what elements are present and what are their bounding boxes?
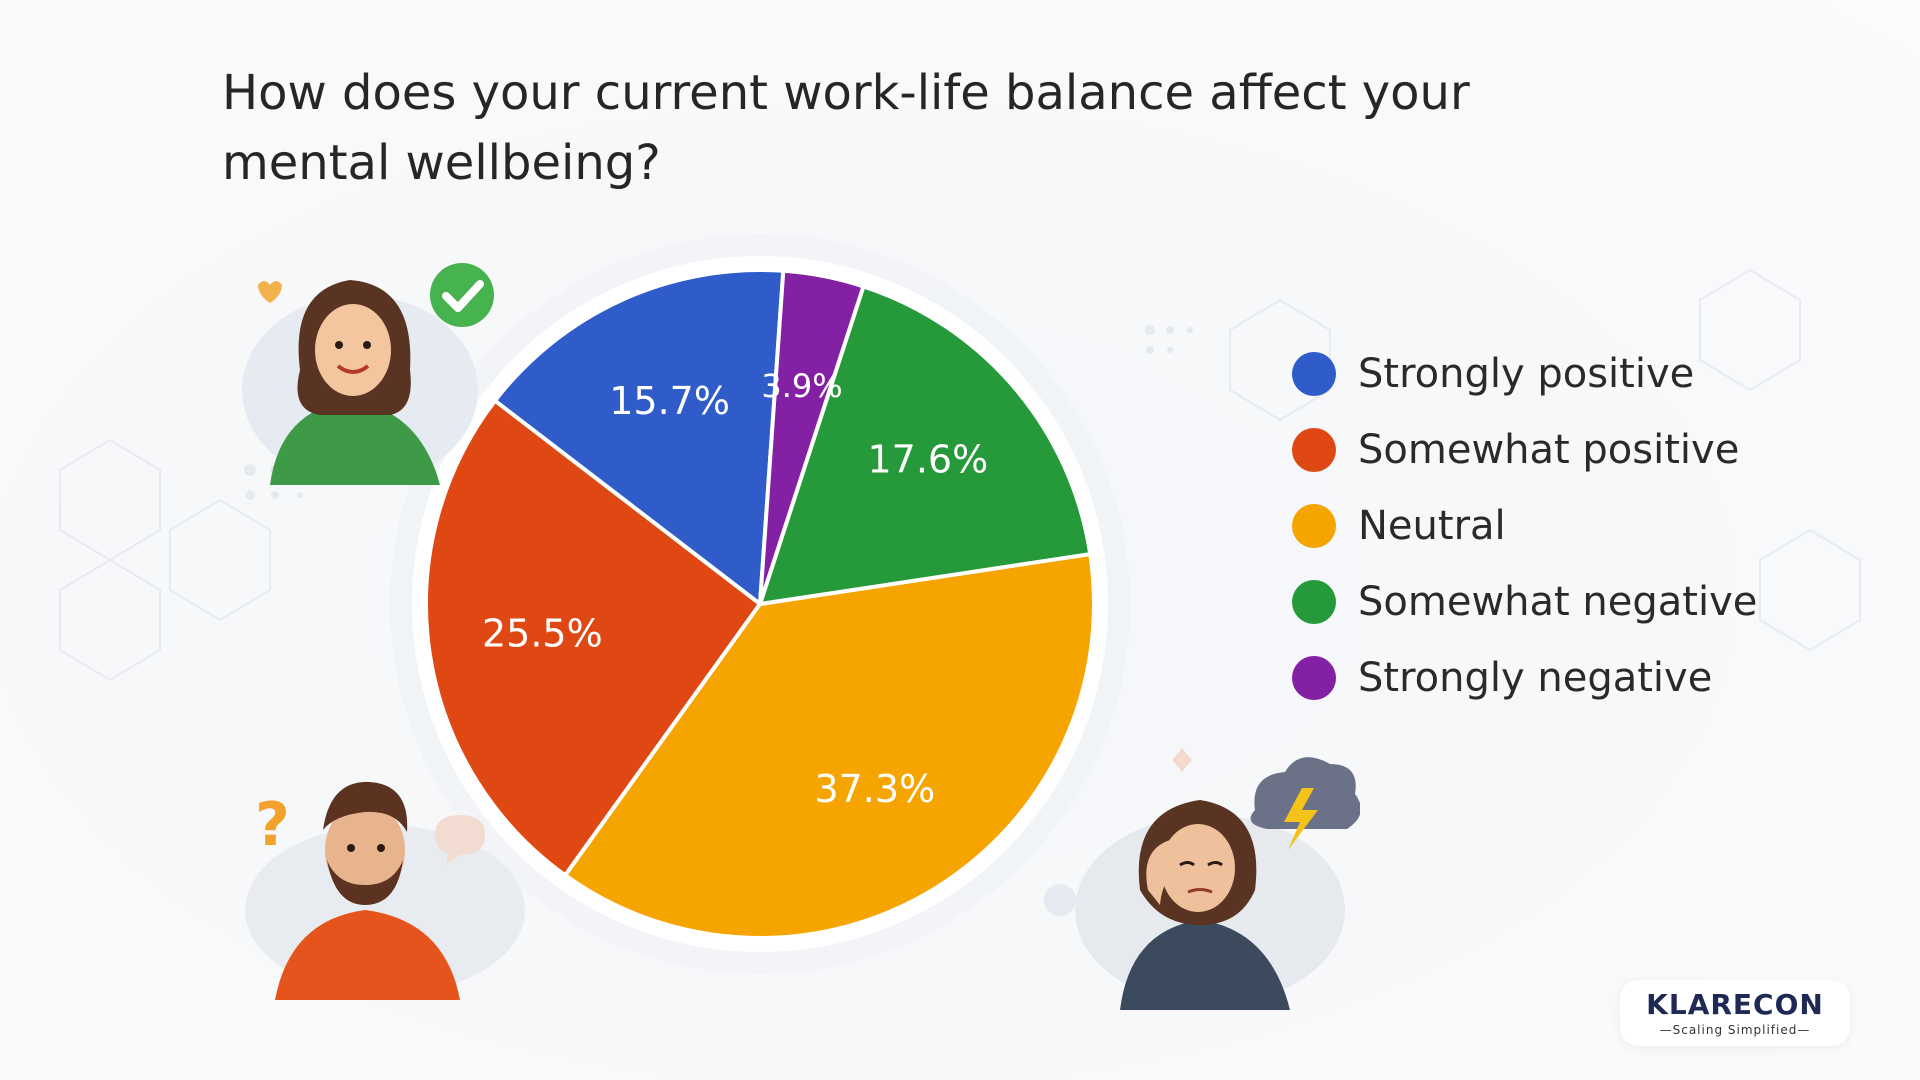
klarecon-logo: KLARECON —Scaling Simplified— [1620,980,1850,1046]
lightning-cloud-icon [1250,757,1360,850]
stressed-woman-illustration [1075,748,1360,1010]
brand-name: KLARECON [1646,988,1824,1021]
slice-value-label: 15.7% [609,379,730,423]
legend-swatch [1292,352,1336,396]
happy-woman-illustration [242,263,494,485]
legend-swatch [1292,656,1336,700]
legend-label: Strongly negative [1358,655,1713,701]
legend-item-strongly-positive: Strongly positive [1292,336,1852,412]
legend-item-strongly-negative: Strongly negative [1292,640,1852,716]
legend-label: Somewhat negative [1358,579,1758,625]
legend: Strongly positive Somewhat positive Neut… [1292,336,1852,716]
confused-man-illustration: ? [245,781,525,1000]
pie-slice-neutral [563,552,1096,940]
slice-value-label: 3.9% [761,367,842,405]
legend-label: Neutral [1358,503,1506,549]
chart-title: How does your current work-life balance … [222,65,1470,191]
svg-text:?: ? [255,790,290,860]
pie-chart: 15.7% 25.5% 37.3% 17.6% 3.9% [410,254,1110,954]
legend-label: Somewhat positive [1358,427,1740,473]
check-circle-icon [430,263,494,327]
legend-swatch [1292,428,1336,472]
legend-item-somewhat-negative: Somewhat negative [1292,564,1852,640]
legend-swatch [1292,504,1336,548]
slice-value-label: 37.3% [814,767,935,811]
slice-value-label: 17.6% [867,437,988,481]
legend-item-neutral: Neutral [1292,488,1852,564]
legend-item-somewhat-positive: Somewhat positive [1292,412,1852,488]
slice-value-label: 25.5% [482,612,603,656]
legend-label: Strongly positive [1358,351,1695,397]
brand-tagline: —Scaling Simplified— [1659,1023,1811,1037]
pie-slice-strongly-positive [492,268,786,606]
pie-slice-strongly-negative [758,268,866,606]
pie-slice-somewhat-negative [758,284,1093,606]
legend-swatch [1292,580,1336,624]
pie-slice-somewhat-positive [424,398,762,878]
question-mark-icon: ? [255,790,290,860]
pie-chart-svg: 15.7% 25.5% 37.3% 17.6% 3.9% [412,256,1108,952]
